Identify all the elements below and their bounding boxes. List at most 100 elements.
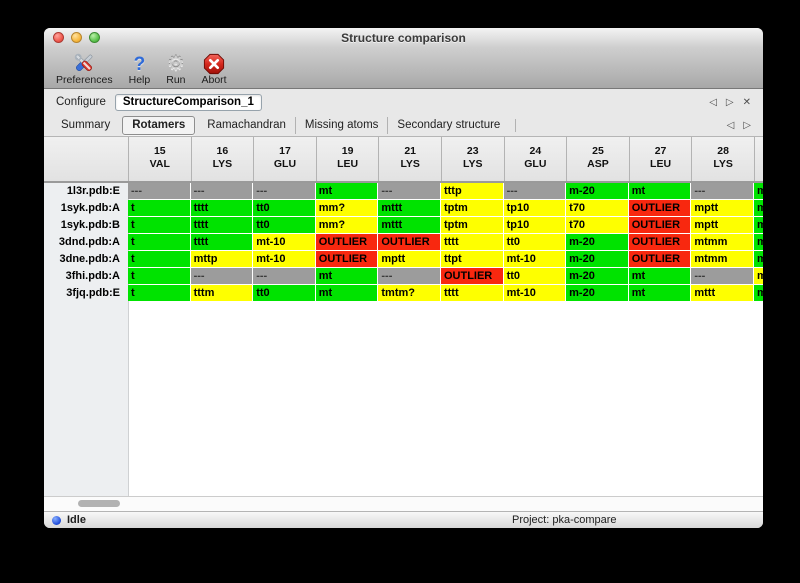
rotamer-cell[interactable]: t	[128, 234, 190, 250]
next-tab-icon[interactable]: ▷	[743, 120, 751, 131]
next-config-icon[interactable]: ▷	[725, 96, 734, 108]
rotamer-cell[interactable]: OUTLIER	[315, 234, 378, 250]
rotamer-cell[interactable]: ---	[691, 183, 753, 199]
rotamer-cell[interactable]: mptt	[691, 217, 753, 233]
rotamer-cell[interactable]: mtmm	[691, 251, 753, 267]
rotamer-cell[interactable]: tt0	[503, 268, 566, 284]
rotamer-cell[interactable]: mt	[315, 285, 378, 301]
rotamer-cell[interactable]: tt0	[503, 234, 566, 250]
rotamer-cell[interactable]: tttt	[440, 234, 503, 250]
rotamer-cell[interactable]: t70	[566, 200, 628, 216]
column-header[interactable]: 23 LYS	[442, 137, 505, 181]
rotamer-cell[interactable]: tt0	[253, 200, 315, 216]
column-header[interactable]: 25 ASP	[567, 137, 630, 181]
rotamer-cell[interactable]: tttp	[440, 183, 503, 199]
prev-config-icon[interactable]: ◁	[709, 96, 717, 108]
rotamer-cell[interactable]: m	[753, 251, 763, 267]
rotamer-cell[interactable]: tttt	[440, 285, 503, 301]
close-config-icon[interactable]: ✕	[742, 96, 751, 108]
rotamer-cell[interactable]: OUTLIER	[315, 251, 378, 267]
rotamer-cell[interactable]: t	[128, 217, 190, 233]
rotamer-cell[interactable]: m-20	[566, 251, 628, 267]
rotamer-cell[interactable]: mt-10	[503, 251, 566, 267]
structure-row-label[interactable]: 1syk.pdb:A	[60, 202, 120, 214]
rotamer-cell[interactable]: tptm	[440, 200, 503, 216]
structure-row-label[interactable]: 1syk.pdb:B	[60, 219, 120, 231]
rotamer-cell[interactable]: mt-10	[253, 251, 315, 267]
rotamer-cell[interactable]: ---	[128, 183, 190, 199]
rotamer-cell[interactable]: m-20	[566, 183, 628, 199]
structure-row-label[interactable]: 3dnd.pdb:A	[58, 236, 120, 248]
rotamer-cell[interactable]: tt0	[253, 285, 315, 301]
prev-tab-icon[interactable]: ◁	[726, 120, 735, 131]
rotamer-cell[interactable]: ---	[503, 183, 566, 199]
structure-row-label[interactable]: 3dne.pdb:A	[59, 253, 121, 265]
column-header[interactable]: 19 LEU	[317, 137, 380, 181]
rotamer-cell[interactable]: m	[753, 200, 763, 216]
rotamer-cell[interactable]: mptt	[378, 251, 440, 267]
tab-missing-atoms[interactable]: Missing atoms	[294, 117, 388, 134]
rotamer-cell[interactable]: tp10	[503, 200, 566, 216]
rotamer-cell[interactable]: t	[128, 285, 190, 301]
structure-row-label[interactable]: 1l3r.pdb:E	[66, 185, 120, 197]
column-header[interactable]: 27 LEU	[630, 137, 693, 181]
column-header[interactable]: 15 VAL	[129, 137, 192, 181]
rotamer-cell[interactable]: m	[753, 217, 763, 233]
rotamer-cell[interactable]: OUTLIER	[628, 234, 691, 250]
rotamer-cell[interactable]: tp10	[503, 217, 566, 233]
rotamer-cell[interactable]: mttt	[691, 285, 753, 301]
rotamer-cell[interactable]: ---	[378, 268, 440, 284]
rotamer-cell[interactable]: mptt	[691, 200, 753, 216]
column-header[interactable]	[755, 137, 763, 181]
rotamer-cell[interactable]: t	[128, 200, 190, 216]
rotamer-cell[interactable]: ttpt	[440, 251, 503, 267]
tab-summary[interactable]: Summary	[61, 119, 111, 131]
rotamer-cell[interactable]: OUTLIER	[440, 268, 503, 284]
rotamer-cell[interactable]: tttt	[190, 217, 253, 233]
abort-button[interactable]: Abort	[202, 52, 227, 86]
rotamer-cell[interactable]: OUTLIER	[378, 234, 440, 250]
rotamer-cell[interactable]: tttm	[190, 285, 253, 301]
column-header[interactable]: 21 LYS	[379, 137, 442, 181]
rotamer-cell[interactable]: mm?	[315, 200, 378, 216]
rotamer-cell[interactable]: mt-10	[503, 285, 566, 301]
rotamer-cell[interactable]: OUTLIER	[628, 217, 691, 233]
rotamer-cell[interactable]: t	[128, 268, 190, 284]
rotamer-cell[interactable]: mttp	[190, 251, 253, 267]
rotamer-cell[interactable]: mm?	[315, 217, 378, 233]
structure-row-label[interactable]: 3fjq.pdb:E	[66, 287, 120, 299]
run-button[interactable]: ⚙ Run	[166, 52, 185, 86]
minimize-window-button[interactable]	[71, 32, 82, 43]
rotamer-cell[interactable]: tt0	[253, 217, 315, 233]
rotamer-cell[interactable]: m-20	[566, 268, 628, 284]
rotamer-cell[interactable]: mt	[628, 268, 691, 284]
rotamer-cell[interactable]: m	[753, 234, 763, 250]
tab-ramachandran[interactable]: Ramachandran	[207, 119, 286, 131]
rotamer-cell[interactable]: ---	[190, 268, 253, 284]
rotamer-cell[interactable]: m	[753, 285, 763, 301]
rotamer-cell[interactable]: t	[128, 251, 190, 267]
rotamer-cell[interactable]: tttt	[190, 234, 253, 250]
rotamer-cell[interactable]: m	[753, 183, 763, 199]
help-button[interactable]: ? Help	[129, 52, 151, 86]
rotamer-cell[interactable]: mttt	[378, 217, 440, 233]
rotamer-cell[interactable]: ---	[253, 268, 315, 284]
scrollbar-thumb[interactable]	[78, 500, 120, 507]
rotamer-cell[interactable]: tmtm?	[378, 285, 440, 301]
rotamer-cell[interactable]: OUTLIER	[628, 200, 691, 216]
rotamer-cell[interactable]: ---	[190, 183, 253, 199]
configure-name-input[interactable]: StructureComparison_1	[114, 93, 262, 111]
rotamer-cell[interactable]: tttt	[190, 200, 253, 216]
horizontal-scrollbar[interactable]	[44, 496, 763, 511]
column-header[interactable]: 28 LYS	[692, 137, 755, 181]
rotamer-cell[interactable]: m-20	[566, 234, 628, 250]
tab-secondary-structure[interactable]: Secondary structure	[387, 117, 509, 134]
preferences-button[interactable]: Preferences	[56, 52, 113, 86]
column-header[interactable]: 16 LYS	[192, 137, 255, 181]
rotamer-cell[interactable]: mt	[628, 285, 691, 301]
column-header[interactable]: 24 GLU	[505, 137, 568, 181]
zoom-window-button[interactable]	[89, 32, 100, 43]
rotamer-cell[interactable]: mt	[315, 183, 378, 199]
rotamer-cell[interactable]: mtmm	[691, 234, 753, 250]
column-header[interactable]: 17 GLU	[254, 137, 317, 181]
